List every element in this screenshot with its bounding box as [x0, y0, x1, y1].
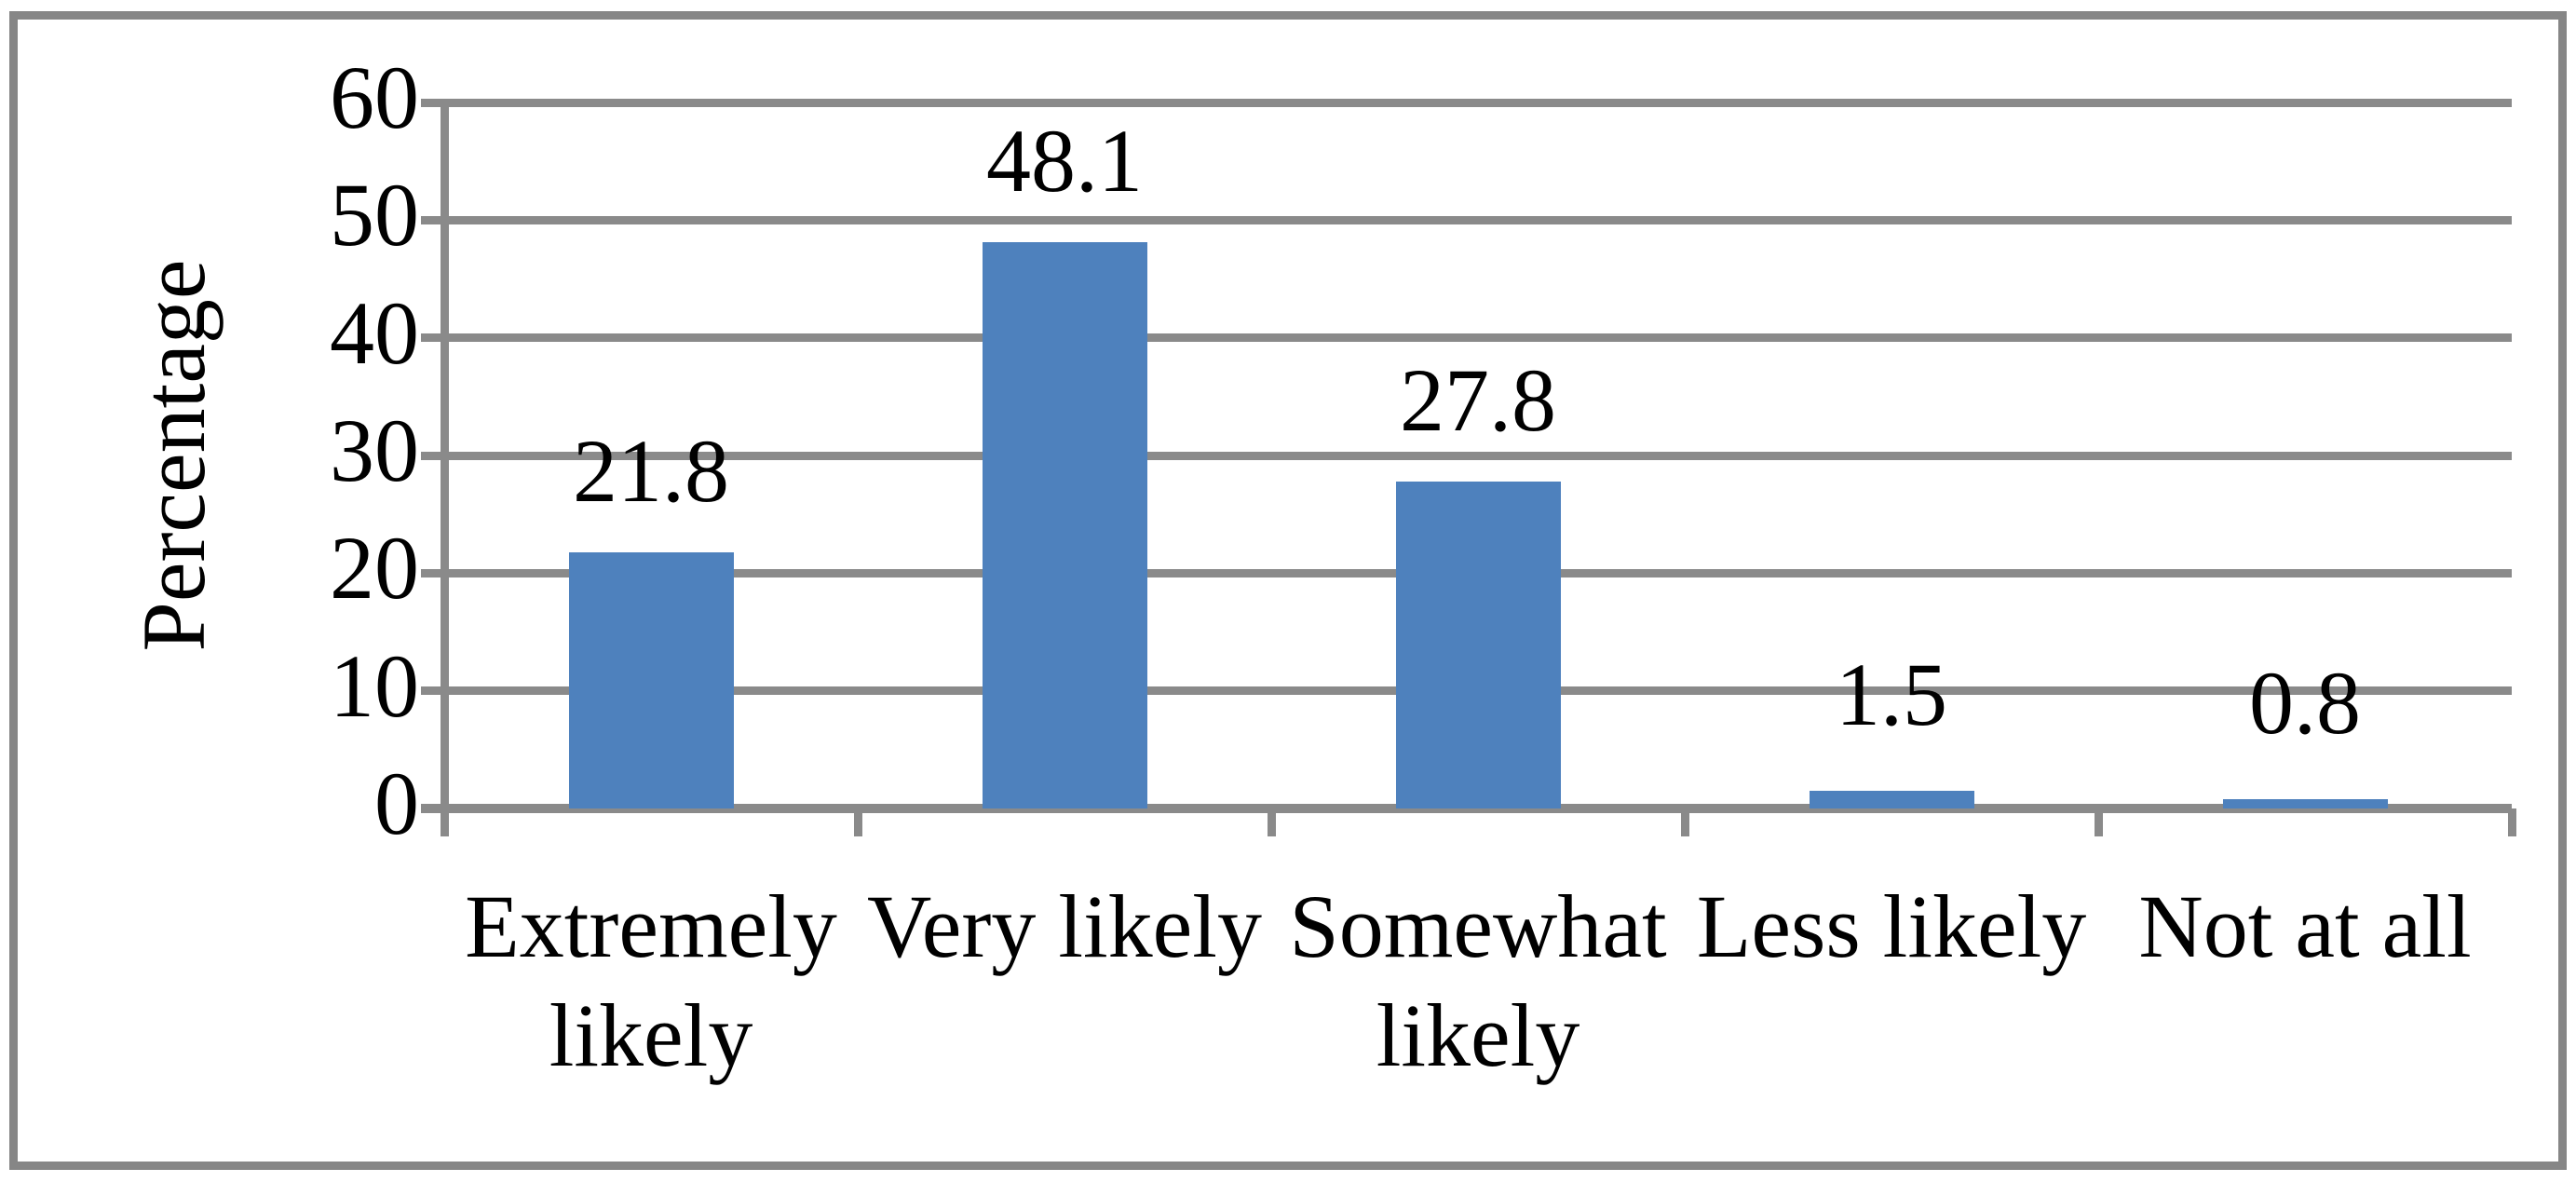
x-axis-tick	[1268, 808, 1276, 836]
gridline	[421, 333, 2512, 342]
y-tick-label: 50	[330, 165, 419, 265]
bar	[1810, 791, 1974, 808]
bar	[1396, 482, 1561, 808]
x-category-label: Less likely	[1696, 876, 2087, 976]
y-tick-label: 60	[330, 48, 419, 147]
x-axis-tick	[2508, 808, 2516, 836]
x-axis-tick	[854, 808, 862, 836]
y-tick-label: 30	[330, 401, 419, 500]
gridline	[421, 216, 2512, 224]
x-category-label: Very likely	[867, 876, 1262, 976]
y-axis-line	[441, 99, 449, 836]
bar-value-label: 1.5	[1836, 645, 1947, 744]
x-category-label: Not at all	[2138, 876, 2472, 976]
y-axis-title: Percentage	[124, 259, 224, 652]
y-tick-label: 20	[330, 518, 419, 618]
x-category-label: Somewhat likely	[1289, 876, 1667, 1085]
bar-value-label: 48.1	[986, 111, 1143, 211]
bar-value-label: 21.8	[573, 421, 729, 521]
chart-outer-frame	[9, 11, 2567, 1170]
bar	[2223, 799, 2388, 808]
y-tick-label: 0	[374, 754, 419, 853]
y-tick-label: 40	[330, 283, 419, 383]
bar-value-label: 27.8	[1400, 350, 1556, 450]
bar-value-label: 0.8	[2249, 653, 2361, 753]
x-axis-tick	[1681, 808, 1689, 836]
x-axis-tick	[2095, 808, 2103, 836]
x-category-label: Extremely likely	[465, 876, 837, 1085]
x-axis-line	[421, 804, 2512, 813]
gridline	[421, 452, 2512, 460]
bar	[569, 552, 734, 808]
y-tick-label: 10	[330, 636, 419, 736]
gridline	[421, 99, 2512, 107]
bar	[983, 242, 1147, 808]
